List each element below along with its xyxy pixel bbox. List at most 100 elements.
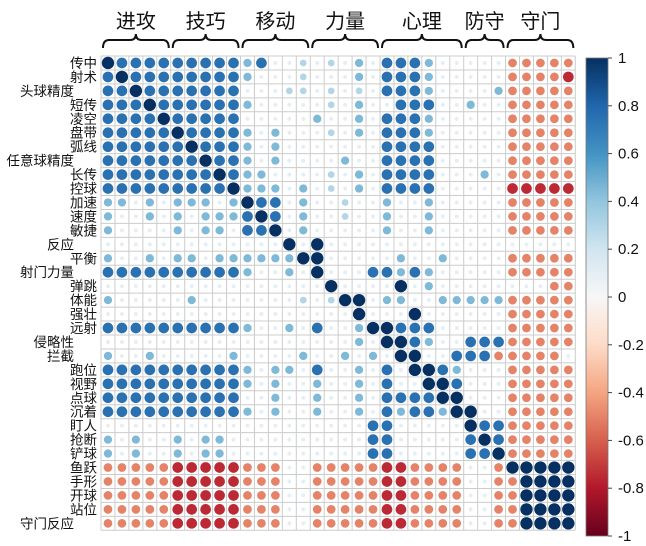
correlation-cell (354, 128, 364, 137)
correlation-cell (381, 57, 393, 69)
correlation-cell (172, 266, 184, 278)
correlation-cell (451, 350, 463, 362)
correlation-cell (228, 504, 239, 515)
correlation-cell (186, 504, 198, 515)
correlation-cell (158, 266, 170, 278)
correlation-cell (175, 298, 180, 303)
correlation-cell (550, 337, 559, 347)
correlation-cell (550, 351, 559, 361)
correlation-cell (158, 71, 170, 83)
correlation-cell (381, 434, 393, 445)
correlation-cell (329, 228, 334, 233)
correlation-cell (175, 353, 180, 358)
correlation-cell (158, 127, 170, 139)
row-labels: 传中射术头球精度短传凌空盘带弧线任意球精度长传控球加速速度敏捷反应平衡射门力量弹… (7, 56, 98, 532)
correlation-cell (343, 381, 348, 386)
correlation-cell (536, 379, 545, 389)
row-label: 鱼跃 (70, 460, 97, 477)
correlation-cell (259, 144, 264, 149)
correlation-cell (423, 99, 435, 111)
correlation-cell (508, 170, 517, 179)
group-bracket (506, 33, 575, 49)
correlation-cell (271, 254, 280, 263)
correlation-cell (496, 242, 501, 247)
correlation-cell (438, 254, 447, 263)
correlation-cell (130, 99, 142, 111)
correlation-cell (424, 198, 433, 207)
correlation-cell (117, 463, 127, 472)
correlation-cell (273, 116, 278, 121)
correlation-cell (409, 113, 421, 125)
correlation-cell (357, 144, 362, 149)
correlation-cell (161, 353, 166, 358)
correlation-cell (534, 489, 547, 502)
correlation-cell (454, 130, 459, 135)
correlation-cell (161, 423, 166, 428)
correlation-cell (119, 242, 124, 247)
correlation-cell (548, 503, 561, 516)
correlation-cell (482, 186, 487, 191)
correlation-cell (552, 242, 557, 247)
correlation-cell (228, 392, 239, 404)
group-label: 守门 (520, 9, 560, 33)
correlation-cell (158, 183, 170, 194)
correlation-cell (119, 256, 124, 261)
correlation-cell (468, 200, 473, 205)
correlation-cell (301, 423, 306, 428)
correlation-cell (482, 479, 487, 484)
correlation-cell (452, 491, 462, 500)
correlation-cell (119, 451, 124, 456)
correlation-cell (259, 102, 264, 107)
correlation-cell (203, 312, 208, 317)
correlation-cell (186, 476, 198, 487)
correlation-cell (315, 172, 320, 177)
correlation-cell (479, 336, 490, 348)
correlation-cell (550, 100, 559, 110)
correlation-cell (245, 353, 250, 358)
correlation-cell (354, 100, 364, 109)
correlation-cell (343, 437, 348, 442)
correlation-cell (410, 518, 420, 528)
correlation-cell (354, 518, 364, 528)
correlation-cell (522, 114, 531, 124)
correlation-cell (326, 463, 336, 472)
correlation-cell (172, 462, 184, 473)
row-label: 弧线 (70, 140, 97, 156)
correlation-cell (158, 322, 170, 334)
correlation-cell (299, 198, 308, 207)
correlation-cell (423, 155, 435, 166)
correlation-cell (423, 183, 435, 194)
correlation-cell (522, 253, 531, 263)
correlation-cell (522, 435, 531, 444)
correlation-cell (116, 57, 128, 69)
correlation-cell (438, 477, 448, 486)
correlation-cell (438, 518, 448, 528)
correlation-cell (259, 326, 264, 330)
correlation-cell (496, 130, 501, 135)
correlation-cell (228, 476, 239, 487)
group-bracket (171, 33, 240, 49)
correlation-cell (343, 312, 348, 317)
correlation-cell (287, 130, 292, 135)
correlation-cell (231, 437, 236, 442)
correlation-cell (550, 407, 559, 417)
correlation-cell (343, 88, 348, 93)
correlation-cell (395, 57, 407, 69)
correlation-cell (450, 405, 463, 418)
correlation-cell (102, 85, 114, 97)
correlation-cell (186, 57, 198, 69)
correlation-cell (214, 113, 225, 125)
correlation-cell (536, 114, 545, 124)
correlation-cell (329, 242, 334, 247)
correlation-cell (273, 451, 278, 456)
correlation-cell (189, 451, 194, 456)
correlation-cell (454, 172, 459, 177)
row-label: 拦截 (47, 349, 74, 365)
correlation-cell (147, 312, 152, 317)
correlation-cell (479, 448, 490, 459)
correlation-cell (326, 491, 336, 500)
correlation-cell (468, 367, 473, 372)
correlation-cell (343, 242, 348, 247)
correlation-cell (133, 242, 138, 247)
correlation-cell (508, 58, 517, 68)
